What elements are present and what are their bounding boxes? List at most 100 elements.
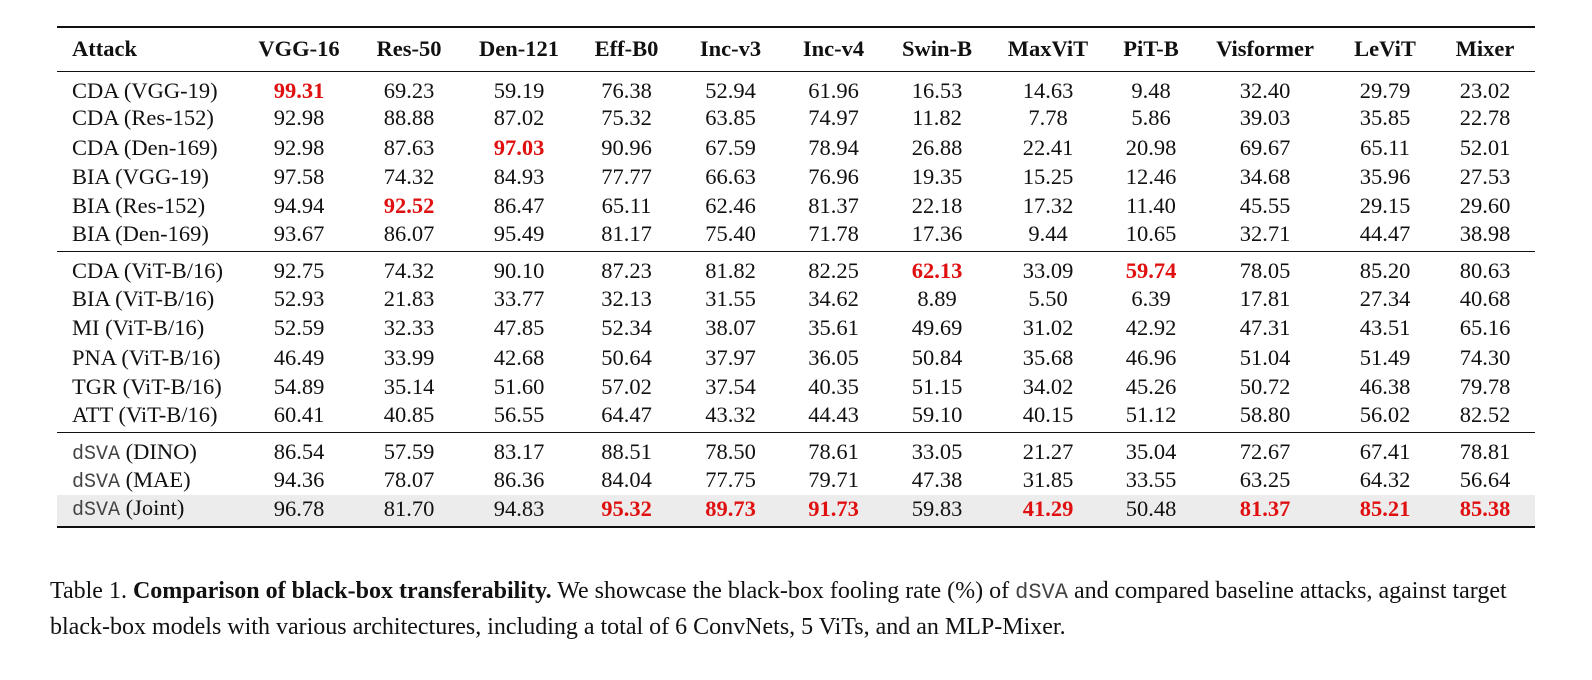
fooling-rate-cell: 49.69	[911, 315, 963, 341]
fooling-rate-cell: 64.47	[574, 401, 679, 433]
method-name: dSVA	[72, 442, 121, 466]
fooling-rate-cell: 64.32	[1359, 467, 1411, 493]
fooling-rate-cell: 52.01	[1459, 134, 1511, 160]
attack-name-cell: PNA (ViT-B/16)	[72, 344, 221, 370]
fooling-rate-cell: 94.83	[464, 495, 574, 529]
row-group-1: CDA (VGG-19) 99.31 69.23 59.19 76.38 52.94 61.…	[57, 71, 1535, 253]
fooling-rate-cell: 88.88	[383, 105, 435, 131]
fooling-rate-cell: 46.38	[1359, 373, 1411, 399]
fooling-rate-cell: 9.48	[1131, 77, 1171, 103]
fooling-rate-cell: 29.15	[1359, 193, 1411, 219]
fooling-rate-cell: 26.88	[911, 134, 963, 160]
fooling-rate-cell: 67.59	[705, 134, 756, 160]
fooling-rate-cell: 90.10	[493, 258, 545, 284]
fooling-rate-cell: 75.32	[601, 105, 652, 131]
fooling-rate-cell: 92.98	[273, 105, 325, 131]
fooling-rate-cell: 80.63	[1459, 258, 1511, 284]
fooling-rate-cell: 9.44	[989, 221, 1107, 253]
fooling-rate-cell: 69.23	[383, 77, 435, 103]
table-caption: Table 1. Comparison of black-box transfe…	[50, 574, 1540, 644]
attack-name-cell: ATT (ViT-B/16)	[57, 401, 244, 433]
fooling-rate-cell: 20.98	[1125, 134, 1177, 160]
results-table: Attack VGG-16 Res-50 Den-121 Eff-B0 Inc-v3 Inc…	[57, 26, 1535, 529]
header-row: Attack VGG-16 Res-50 Den-121 Eff-B0 Inc-v3 Inc…	[57, 26, 1535, 72]
fooling-rate-cell: 74.32	[383, 163, 435, 189]
fooling-rate-cell: 86.07	[354, 221, 464, 253]
fooling-rate-cell: 82.52	[1435, 401, 1535, 433]
fooling-rate-cell: 86.47	[493, 193, 545, 219]
caption-label: Table 1.	[50, 578, 133, 604]
fooling-rate-cell: 95.49	[464, 221, 574, 253]
fooling-rate-cell: 78.05	[1239, 258, 1291, 284]
fooling-rate-cell: 77.77	[601, 163, 652, 189]
fooling-rate-cell: 5.86	[1131, 105, 1171, 131]
fooling-rate-cell: 59.19	[493, 77, 545, 103]
fooling-rate-cell: 27.53	[1459, 163, 1511, 189]
caption-title: Comparison of black-box transferability.	[132, 578, 552, 604]
fooling-rate-cell: 85.20	[1359, 258, 1411, 284]
fooling-rate-cell: 85.21	[1335, 495, 1435, 529]
table-row: dSVA (DINO) 86.54 57.59 83.17 88.51 78.50 78.6…	[57, 432, 1535, 466]
table-row: BIA (Den-169) 93.67 86.07 95.49 81.17 75.40 71…	[57, 221, 1535, 253]
fooling-rate-cell: 65.11	[1360, 134, 1410, 160]
fooling-rate-cell: 42.92	[1125, 315, 1177, 341]
fooling-rate-cell: 58.80	[1195, 401, 1335, 433]
fooling-rate-cell: 62.13	[911, 258, 963, 284]
fooling-rate-cell: 63.85	[705, 105, 756, 131]
fooling-rate-cell: 51.49	[1359, 344, 1411, 370]
attack-name-cell: CDA (Den-169)	[72, 134, 218, 160]
row-group-2: CDA (ViT-B/16) 92.75 74.32 90.10 87.23 81.82 8…	[57, 252, 1535, 433]
fooling-rate-cell: 14.63	[1022, 77, 1074, 103]
fooling-rate-cell: 97.58	[273, 163, 325, 189]
fooling-rate-cell: 97.03	[493, 134, 545, 160]
fooling-rate-cell: 57.59	[383, 439, 435, 465]
fooling-rate-cell: 93.67	[244, 221, 354, 253]
table-row: MI (ViT-B/16) 52.59 32.33 47.85 52.34 38.07 35…	[57, 313, 1535, 342]
fooling-rate-cell: 78.94	[808, 134, 859, 160]
fooling-rate-cell: 94.36	[273, 467, 325, 493]
fooling-rate-cell: 94.94	[273, 193, 325, 219]
fooling-rate-cell: 11.40	[1126, 193, 1176, 219]
fooling-rate-cell: 84.93	[493, 163, 545, 189]
fooling-rate-cell: 57.02	[601, 373, 652, 399]
fooling-rate-cell: 63.25	[1239, 467, 1291, 493]
column-header-den-121: Den-121	[464, 26, 574, 72]
fooling-rate-cell: 83.17	[493, 439, 545, 465]
fooling-rate-cell: 81.82	[705, 258, 756, 284]
fooling-rate-cell: 12.46	[1125, 163, 1177, 189]
caption-method-name: dSVA	[1015, 580, 1068, 605]
fooling-rate-cell: 92.52	[383, 193, 435, 219]
fooling-rate-cell: 41.29	[989, 495, 1107, 529]
fooling-rate-cell: 34.68	[1239, 163, 1291, 189]
fooling-rate-cell: 43.32	[679, 401, 782, 433]
column-header-attack: Attack	[57, 26, 244, 72]
fooling-rate-cell: 52.59	[273, 315, 325, 341]
fooling-rate-cell: 69.67	[1239, 134, 1291, 160]
fooling-rate-cell: 31.02	[1022, 315, 1074, 341]
fooling-rate-cell: 35.04	[1125, 439, 1177, 465]
fooling-rate-cell: 78.50	[705, 439, 756, 465]
fooling-rate-cell: 7.78	[1028, 105, 1068, 131]
column-header-swin-b: Swin-B	[885, 26, 989, 72]
table-row: CDA (Res-152) 92.98 88.88 87.02 75.32 63.85 74…	[57, 104, 1535, 133]
fooling-rate-cell: 99.31	[273, 77, 325, 103]
fooling-rate-cell: 44.47	[1335, 221, 1435, 253]
table-row: CDA (VGG-19) 99.31 69.23 59.19 76.38 52.94 61.…	[57, 71, 1535, 104]
fooling-rate-cell: 86.54	[273, 439, 325, 465]
fooling-rate-cell: 87.63	[383, 134, 435, 160]
caption-text-b: and compared baseline attacks, against t…	[50, 578, 1507, 640]
fooling-rate-cell: 74.97	[808, 105, 859, 131]
column-header-vgg-16: VGG-16	[244, 26, 354, 72]
attack-name-cell: CDA (ViT-B/16)	[72, 258, 223, 284]
fooling-rate-cell: 86.36	[493, 467, 545, 493]
fooling-rate-cell: 50.84	[911, 344, 963, 370]
fooling-rate-cell: 37.54	[705, 373, 756, 399]
fooling-rate-cell: 78.07	[383, 467, 435, 493]
fooling-rate-cell: 51.60	[493, 373, 545, 399]
fooling-rate-cell: 52.93	[273, 285, 325, 311]
fooling-rate-cell: 15.25	[1022, 163, 1074, 189]
fooling-rate-cell: 5.50	[1028, 285, 1068, 311]
fooling-rate-cell: 65.11	[601, 193, 652, 219]
fooling-rate-cell: 32.13	[601, 285, 652, 311]
fooling-rate-cell: 72.67	[1239, 439, 1291, 465]
